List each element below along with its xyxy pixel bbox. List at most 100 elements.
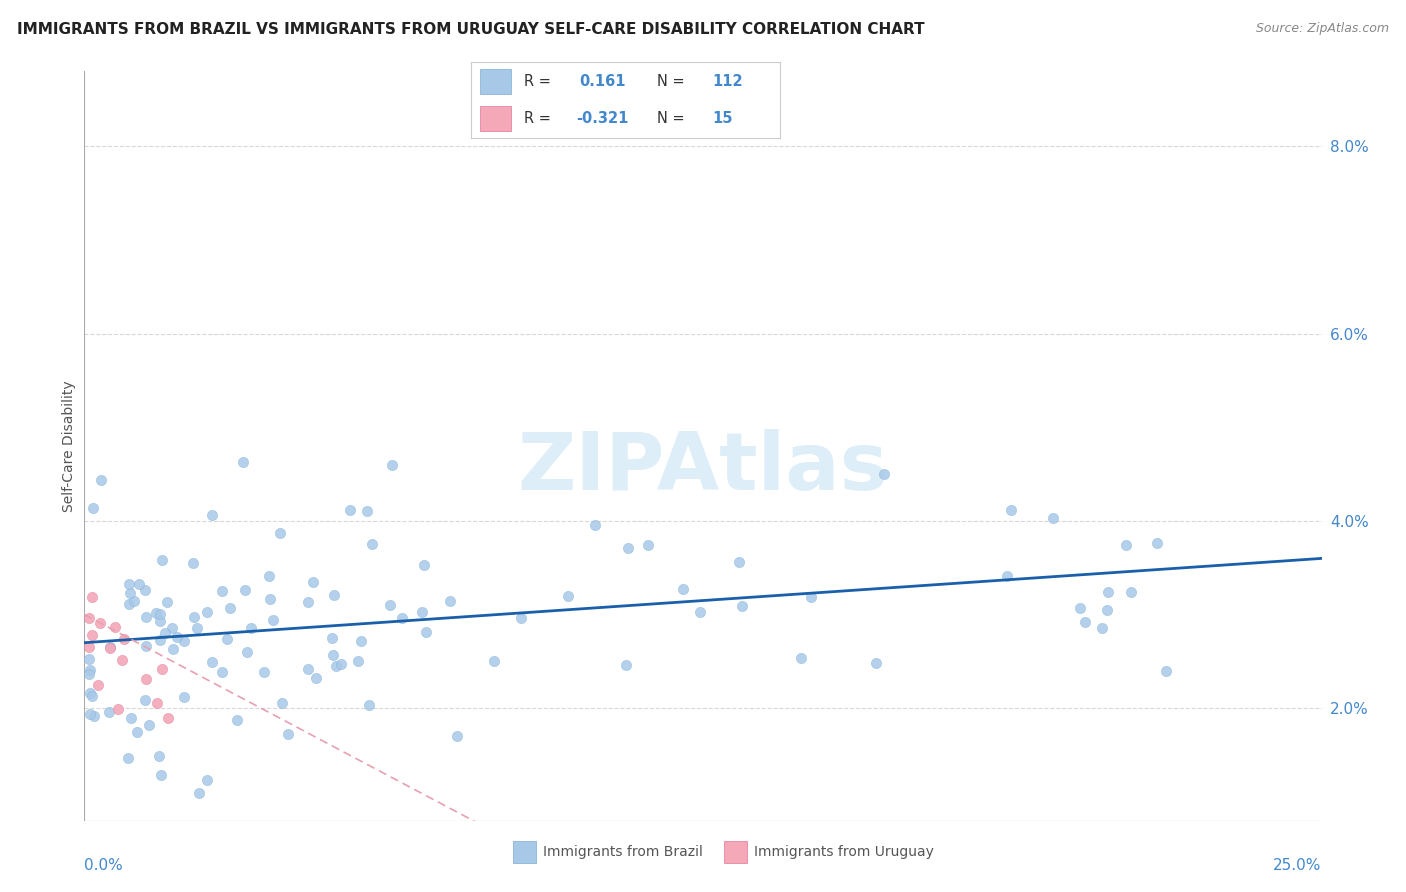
Text: Immigrants from Uruguay: Immigrants from Uruguay bbox=[754, 845, 934, 859]
Point bbox=[148, 749, 170, 764]
Point bbox=[79, 663, 101, 677]
Point bbox=[415, 625, 437, 640]
Point bbox=[135, 672, 157, 686]
Point bbox=[87, 678, 110, 692]
Point bbox=[117, 597, 139, 611]
Point bbox=[1000, 503, 1022, 517]
Point bbox=[112, 632, 135, 646]
Text: 25.0%: 25.0% bbox=[1274, 858, 1322, 873]
Point bbox=[277, 727, 299, 741]
Point bbox=[728, 556, 751, 570]
Point bbox=[107, 702, 129, 716]
Point bbox=[135, 639, 157, 653]
Point bbox=[98, 640, 121, 654]
Point bbox=[117, 751, 139, 765]
Point bbox=[322, 648, 344, 662]
Point bbox=[149, 614, 172, 628]
Point bbox=[236, 645, 259, 659]
Point bbox=[800, 590, 823, 604]
Point bbox=[302, 575, 325, 590]
Point bbox=[82, 590, 104, 604]
Text: 15: 15 bbox=[713, 111, 733, 126]
Point bbox=[156, 595, 179, 609]
Point bbox=[347, 654, 370, 668]
Point bbox=[79, 640, 101, 654]
Point bbox=[378, 599, 401, 613]
Point bbox=[79, 707, 101, 722]
Point bbox=[104, 620, 127, 634]
Text: N =: N = bbox=[657, 111, 685, 126]
Text: 0.0%: 0.0% bbox=[84, 858, 124, 873]
Point bbox=[162, 621, 184, 635]
Point bbox=[98, 641, 121, 656]
Point bbox=[97, 705, 120, 719]
Point bbox=[321, 632, 343, 646]
Point bbox=[357, 698, 380, 712]
Point bbox=[120, 711, 142, 725]
Point bbox=[111, 653, 134, 667]
Point bbox=[339, 503, 361, 517]
Point bbox=[128, 576, 150, 591]
Point bbox=[83, 708, 105, 723]
FancyBboxPatch shape bbox=[513, 841, 537, 863]
Text: -0.321: -0.321 bbox=[576, 111, 628, 126]
Text: N =: N = bbox=[657, 74, 685, 89]
Point bbox=[1097, 585, 1119, 599]
FancyBboxPatch shape bbox=[724, 841, 748, 863]
Point bbox=[80, 628, 103, 642]
Point bbox=[583, 517, 606, 532]
Point bbox=[79, 667, 101, 681]
Point bbox=[270, 696, 292, 710]
Point bbox=[150, 553, 173, 567]
Point bbox=[80, 689, 103, 703]
Point bbox=[79, 611, 101, 625]
Text: 112: 112 bbox=[713, 74, 742, 89]
Point bbox=[413, 558, 436, 573]
Point bbox=[1115, 537, 1137, 551]
Point bbox=[79, 652, 101, 666]
Point bbox=[79, 686, 101, 700]
Point bbox=[361, 537, 384, 551]
FancyBboxPatch shape bbox=[481, 70, 512, 95]
Point bbox=[150, 662, 173, 676]
Point bbox=[90, 473, 112, 487]
Point bbox=[215, 632, 238, 646]
Point bbox=[118, 586, 141, 600]
Text: ZIPAtlas: ZIPAtlas bbox=[517, 429, 889, 508]
Point bbox=[557, 589, 579, 603]
Point bbox=[125, 725, 148, 739]
Point bbox=[253, 665, 276, 680]
Point bbox=[173, 690, 195, 704]
Point bbox=[146, 697, 169, 711]
Point bbox=[134, 693, 156, 707]
Point bbox=[350, 634, 373, 648]
FancyBboxPatch shape bbox=[481, 105, 512, 130]
Text: R =: R = bbox=[523, 74, 551, 89]
Point bbox=[873, 467, 896, 481]
Point bbox=[1095, 602, 1118, 616]
Point bbox=[380, 458, 402, 472]
Point bbox=[89, 615, 111, 630]
Point bbox=[325, 659, 347, 673]
Point bbox=[1146, 535, 1168, 549]
Text: R =: R = bbox=[523, 111, 551, 126]
Point bbox=[1074, 615, 1097, 630]
Point bbox=[149, 632, 172, 647]
Point bbox=[145, 606, 167, 620]
Point bbox=[329, 657, 352, 672]
Point bbox=[297, 662, 319, 676]
Point bbox=[195, 773, 218, 788]
Point bbox=[188, 786, 211, 800]
Point bbox=[138, 718, 160, 732]
Point bbox=[1042, 511, 1064, 525]
Point bbox=[995, 569, 1018, 583]
Point bbox=[134, 583, 156, 598]
Point bbox=[166, 630, 188, 644]
Point bbox=[305, 671, 328, 685]
Point bbox=[122, 594, 145, 608]
Point bbox=[257, 569, 280, 583]
Point bbox=[637, 538, 659, 552]
Point bbox=[509, 611, 531, 625]
Point bbox=[865, 656, 887, 670]
Point bbox=[211, 583, 233, 598]
